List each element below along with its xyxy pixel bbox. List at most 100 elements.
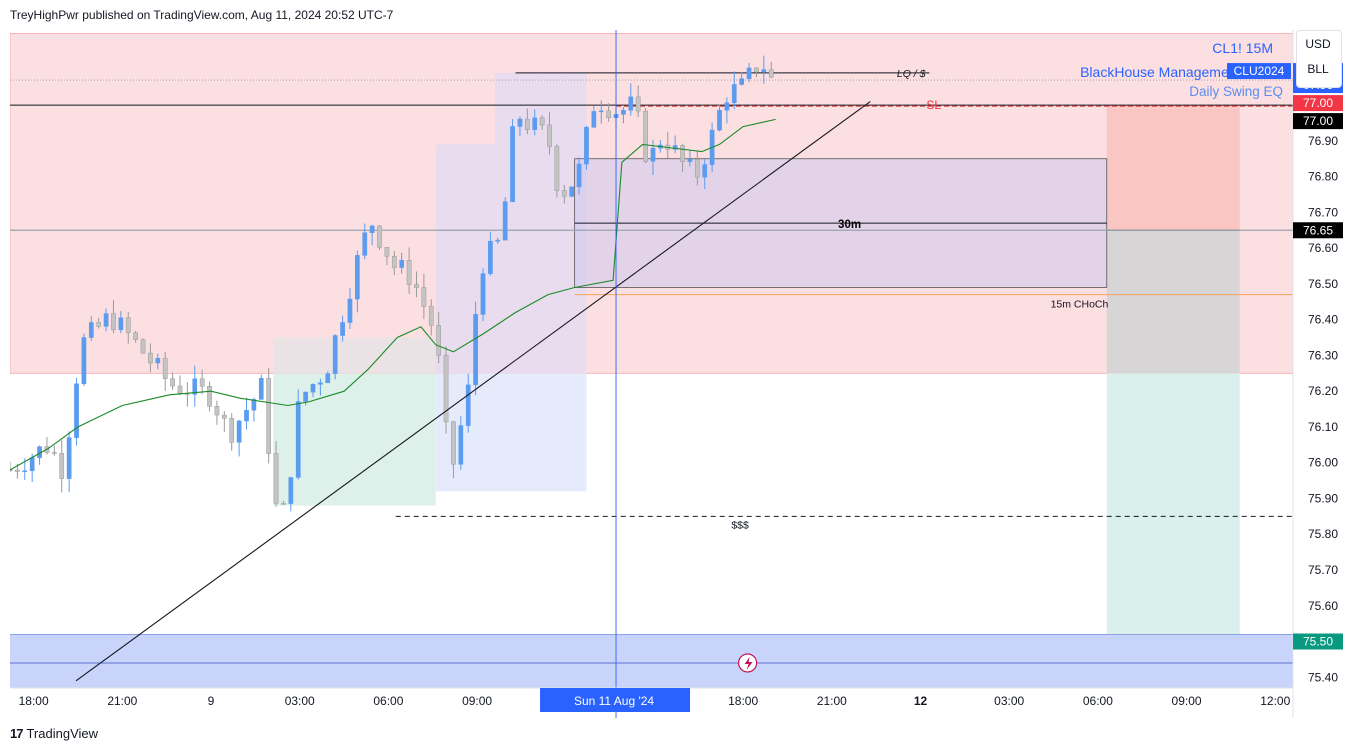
candle-body[interactable] xyxy=(362,232,368,256)
candle-body[interactable] xyxy=(554,146,560,191)
candle-body[interactable] xyxy=(118,317,124,331)
candle-body[interactable] xyxy=(406,260,412,285)
candle-body[interactable] xyxy=(746,67,752,79)
candle-body[interactable] xyxy=(384,247,390,257)
candle-body[interactable] xyxy=(355,255,360,300)
candle-body[interactable] xyxy=(221,414,227,419)
candle-body[interactable] xyxy=(643,110,648,162)
candle-body[interactable] xyxy=(584,127,589,165)
candle-body[interactable] xyxy=(229,418,235,443)
candle-body[interactable] xyxy=(177,385,183,394)
candle-body[interactable] xyxy=(547,124,552,147)
candle-body[interactable] xyxy=(761,69,767,73)
price-badge[interactable] xyxy=(1293,633,1343,650)
candle-body[interactable] xyxy=(399,260,405,268)
candle-body[interactable] xyxy=(347,298,353,323)
candle-body[interactable] xyxy=(524,118,530,130)
candle-body[interactable] xyxy=(281,503,286,505)
candle-body[interactable] xyxy=(51,452,57,454)
candle-body[interactable] xyxy=(451,421,456,465)
candle-body[interactable] xyxy=(81,337,87,385)
candle-body[interactable] xyxy=(258,378,264,400)
candle-body[interactable] xyxy=(273,453,279,504)
candle-body[interactable] xyxy=(236,420,242,443)
candle-body[interactable] xyxy=(465,384,471,426)
price-badge[interactable] xyxy=(1293,113,1343,130)
candle-body[interactable] xyxy=(148,352,153,364)
candle-body[interactable] xyxy=(74,383,79,438)
price-chart[interactable]: 30m LQ / $ SL 15m CHoCh $$$ Daily Swing EQ CL1… xyxy=(7,30,1345,718)
candle-body[interactable] xyxy=(214,406,220,416)
candle-body[interactable] xyxy=(133,332,138,340)
candle-body[interactable] xyxy=(739,78,745,85)
candle-body[interactable] xyxy=(96,322,102,327)
candle-body[interactable] xyxy=(488,240,493,274)
candle-body[interactable] xyxy=(672,145,678,150)
candle-body[interactable] xyxy=(66,437,72,479)
candle-body[interactable] xyxy=(591,111,597,128)
symbol-badge[interactable] xyxy=(1227,63,1291,80)
candle-body[interactable] xyxy=(295,401,301,478)
candle-body[interactable] xyxy=(628,96,634,111)
candle-body[interactable] xyxy=(635,96,641,112)
unit-button[interactable]: BLL xyxy=(1307,62,1329,76)
position-reward-zone[interactable] xyxy=(1106,373,1240,642)
candle-body[interactable] xyxy=(473,314,478,386)
candle-body[interactable] xyxy=(369,225,375,233)
candle-body[interactable] xyxy=(155,358,161,364)
candle-body[interactable] xyxy=(22,470,28,473)
candle-body[interactable] xyxy=(539,117,545,126)
candle-body[interactable] xyxy=(88,322,94,338)
position-risk-zone[interactable] xyxy=(1106,105,1240,231)
candle-body[interactable] xyxy=(325,373,331,384)
candle-body[interactable] xyxy=(162,358,168,380)
candle-body[interactable] xyxy=(310,384,316,393)
candle-body[interactable] xyxy=(436,325,442,356)
candle-body[interactable] xyxy=(111,313,116,331)
candle-body[interactable] xyxy=(251,399,257,411)
candle-body[interactable] xyxy=(702,164,708,178)
candle-body[interactable] xyxy=(428,306,434,326)
candle-body[interactable] xyxy=(724,102,730,111)
chart-area[interactable]: 30m LQ / $ SL 15m CHoCh $$$ Daily Swing EQ CL1… xyxy=(7,30,1345,718)
candle-body[interactable] xyxy=(244,409,249,422)
candle-body[interactable] xyxy=(103,313,109,327)
candle-body[interactable] xyxy=(561,190,567,197)
price-badge[interactable] xyxy=(1293,222,1343,239)
candle-body[interactable] xyxy=(731,84,737,103)
candle-body[interactable] xyxy=(332,335,338,374)
candle-body[interactable] xyxy=(125,317,131,334)
candle-body[interactable] xyxy=(576,163,582,188)
candle-body[interactable] xyxy=(768,69,774,78)
currency-button[interactable]: USD xyxy=(1305,37,1331,51)
candle-body[interactable] xyxy=(621,110,626,115)
candle-body[interactable] xyxy=(569,186,575,197)
candle-body[interactable] xyxy=(29,457,35,472)
footer-branding[interactable]: 17 TradingView xyxy=(10,726,98,741)
candle-body[interactable] xyxy=(192,378,198,395)
candle-body[interactable] xyxy=(303,391,308,402)
candle-body[interactable] xyxy=(687,159,693,162)
candle-body[interactable] xyxy=(140,339,146,354)
candle-body[interactable] xyxy=(15,469,20,472)
candle-body[interactable] xyxy=(510,126,515,202)
candle-body[interactable] xyxy=(502,201,508,241)
candle-body[interactable] xyxy=(606,110,611,119)
candle-body[interactable] xyxy=(266,378,272,454)
candle-body[interactable] xyxy=(694,159,700,178)
candle-body[interactable] xyxy=(517,118,523,127)
candle-body[interactable] xyxy=(495,239,501,242)
candle-body[interactable] xyxy=(480,273,486,315)
candle-body[interactable] xyxy=(680,145,685,162)
candle-body[interactable] xyxy=(717,109,722,131)
candle-body[interactable] xyxy=(421,287,427,307)
candle-body[interactable] xyxy=(207,386,212,407)
candle-body[interactable] xyxy=(377,225,382,248)
candle-body[interactable] xyxy=(598,110,604,113)
candle-body[interactable] xyxy=(318,382,323,385)
candle-body[interactable] xyxy=(458,425,464,465)
trendline[interactable] xyxy=(75,101,871,682)
price-scale[interactable] xyxy=(1293,30,1345,718)
candle-body[interactable] xyxy=(199,378,205,387)
candle-body[interactable] xyxy=(391,256,397,268)
